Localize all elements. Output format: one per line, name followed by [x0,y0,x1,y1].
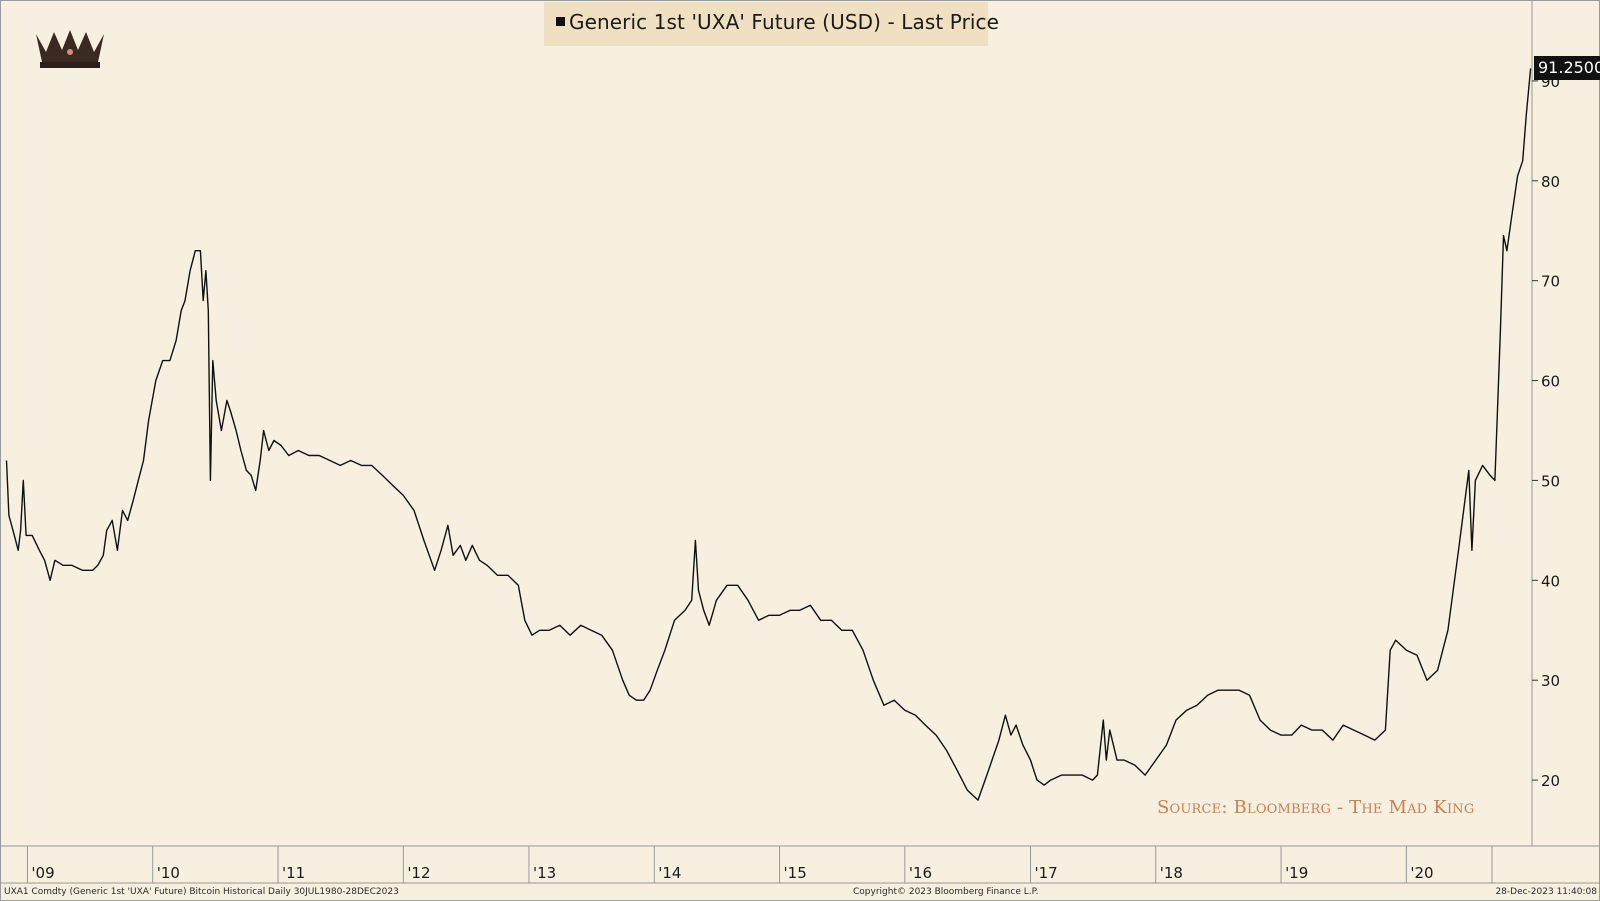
crown-base-icon [40,62,100,68]
x-tick-label: '11 [282,864,305,882]
x-tick-label: '09 [31,864,54,882]
x-tick-label: '10 [157,864,180,882]
last-value-label: 91.2500 [1534,56,1600,81]
x-tick-label: '17 [1034,864,1057,882]
crown-body-icon [36,30,104,62]
footer-timestamp: 28-Dec-2023 11:40:08 [1495,887,1597,897]
source-note: Source: Bloomberg - The Mad King [1157,797,1475,818]
x-tick-label: '14 [658,864,681,882]
x-tick-label: '12 [407,864,430,882]
legend-label: Generic 1st 'UXA' Future (USD) - Last Pr… [569,10,1000,34]
x-tick-label: '13 [533,864,556,882]
y-tick-label: 30 [1541,672,1560,690]
x-tick-label: '16 [909,864,932,882]
y-tick-label: 50 [1541,472,1560,490]
legend-marker-icon [556,17,565,26]
price-line [5,68,1532,801]
y-tick-label: 20 [1541,772,1560,790]
footer-ticker-info: UXA1 Comdty (Generic 1st 'UXA' Future) B… [4,887,399,897]
y-tick-label: 70 [1541,273,1560,291]
x-tick-label: '15 [784,864,807,882]
x-tick-label: '20 [1410,864,1433,882]
legend-entry: Generic 1st 'UXA' Future (USD) - Last Pr… [556,10,999,34]
footer-copyright: Copyright© 2023 Bloomberg Finance L.P. [853,887,1039,897]
crown-logo-icon [36,30,104,68]
legend [544,2,988,46]
crown-jewel-icon [67,49,73,55]
y-tick-label: 40 [1541,572,1560,590]
x-tick-label: '18 [1160,864,1183,882]
x-tick-label: '19 [1285,864,1308,882]
y-tick-label: 80 [1541,173,1560,191]
y-tick-label: 60 [1541,373,1560,391]
